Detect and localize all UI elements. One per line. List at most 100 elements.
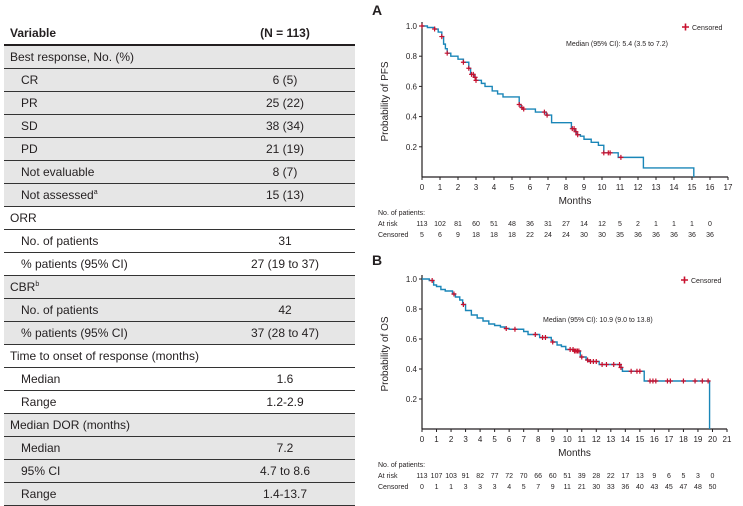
censor-mark: [472, 74, 478, 80]
row-value: 42: [215, 298, 355, 322]
censored-count: 6: [438, 232, 442, 239]
censor-mark: [466, 65, 472, 71]
censored-count: 48: [694, 484, 702, 491]
censor-mark: [444, 50, 450, 56]
censored-count: 24: [544, 232, 552, 239]
x-tick-label: 9: [550, 435, 555, 444]
at-risk-count: 13: [636, 473, 644, 480]
row-value: 25 (22): [215, 91, 355, 115]
table-row: Range 1.2-2.9: [4, 390, 355, 414]
row-value: 1.6: [215, 367, 355, 391]
at-risk-count: 5: [618, 221, 622, 228]
at-risk-count: 0: [711, 473, 715, 480]
censored-count: 0: [420, 484, 424, 491]
censored-count: 9: [551, 484, 555, 491]
censor-mark: [628, 368, 634, 374]
x-tick-label: 0: [420, 183, 425, 192]
at-risk-count: 5: [681, 473, 685, 480]
table-row: Range 1.4-13.7: [4, 482, 355, 506]
censor-mark: [599, 362, 605, 367]
y-tick-label: 0.4: [406, 113, 418, 122]
row-label: Median DOR (months): [10, 418, 131, 432]
row-label: Median: [21, 441, 61, 455]
censored-count: 30: [592, 484, 600, 491]
censor-mark: [579, 354, 585, 360]
x-tick-label: 9: [582, 183, 587, 192]
x-tick-label: 12: [634, 183, 643, 192]
y-tick-label: 0.6: [406, 335, 418, 344]
censored-count: 3: [493, 484, 497, 491]
x-axis-label: Months: [558, 448, 591, 459]
section-header: ORR: [4, 206, 355, 230]
panel-label: B: [372, 252, 382, 268]
censor-mark: [680, 378, 686, 384]
censor-mark: [601, 150, 607, 156]
table-row: No. of patients 42: [4, 298, 355, 322]
censored-label: Censored: [378, 484, 408, 491]
censored-count: 47: [680, 484, 688, 491]
at-risk-count: 113: [416, 221, 427, 228]
row-label: PR: [21, 96, 38, 110]
censored-count: 22: [526, 232, 534, 239]
at-risk-count: 31: [544, 221, 552, 228]
at-risk-count: 102: [434, 221, 446, 228]
censor-mark: [573, 129, 579, 135]
y-tick-label: 0.2: [406, 143, 418, 152]
censor-mark: [585, 357, 591, 363]
x-tick-label: 15: [688, 183, 697, 192]
censor-mark: [473, 77, 479, 83]
censor-mark: [521, 106, 527, 112]
x-tick-label: 16: [650, 435, 659, 444]
censored-count: 33: [607, 484, 615, 491]
row-value: (N = 113): [215, 22, 355, 46]
table-row: No. of patients 31: [4, 229, 355, 253]
y-tick-label: 0.8: [406, 305, 418, 314]
censored-count: 30: [580, 232, 588, 239]
at-risk-count: 51: [490, 221, 498, 228]
row-label: % patients (95% CI): [21, 257, 128, 271]
censored-count: 1: [449, 484, 453, 491]
censor-mark: [637, 368, 643, 374]
censored-count: 5: [420, 232, 424, 239]
row-value: [215, 344, 355, 368]
y-tick-label: 1.0: [406, 275, 418, 284]
censored-count: 5: [522, 484, 526, 491]
at-risk-count: 17: [621, 473, 629, 480]
x-tick-label: 21: [723, 435, 732, 444]
censor-mark: [653, 378, 659, 384]
row-label: Range: [21, 395, 57, 409]
censored-count: 40: [636, 484, 644, 491]
x-tick-label: 14: [621, 435, 630, 444]
censored-count: 36: [634, 232, 642, 239]
survival-curve: [422, 278, 711, 429]
row-label: SD: [21, 119, 38, 133]
at-risk-count: 39: [578, 473, 586, 480]
x-tick-label: 8: [564, 183, 569, 192]
y-tick-label: 0.8: [406, 52, 418, 61]
section-header: CBRb: [4, 275, 355, 299]
section-header: Time to onset of response (months): [4, 344, 355, 368]
censor-mark: [618, 154, 624, 160]
x-tick-label: 2: [456, 183, 461, 192]
censored-count: 36: [670, 232, 678, 239]
table-header: Variable (N = 113): [4, 22, 355, 46]
at-risk-count: 72: [505, 473, 513, 480]
censored-count: 50: [709, 484, 717, 491]
at-risk-count: 6: [667, 473, 671, 480]
risk-table-title: No. of patients:: [378, 210, 425, 217]
at-risk-count: 60: [549, 473, 557, 480]
at-risk-count: 66: [534, 473, 542, 480]
row-value: 27 (19 to 37): [215, 252, 355, 276]
censor-mark: [460, 302, 466, 307]
x-tick-label: 4: [478, 435, 483, 444]
censored-count: 3: [464, 484, 468, 491]
row-value: 6 (5): [215, 68, 355, 92]
row-value: [215, 45, 355, 69]
y-axis-label: Probability of OS: [380, 316, 391, 391]
censor-mark: [705, 378, 711, 384]
x-tick-label: 12: [592, 435, 601, 444]
row-value: 15 (13): [215, 183, 355, 207]
censored-count: 18: [508, 232, 516, 239]
at-risk-count: 9: [652, 473, 656, 480]
